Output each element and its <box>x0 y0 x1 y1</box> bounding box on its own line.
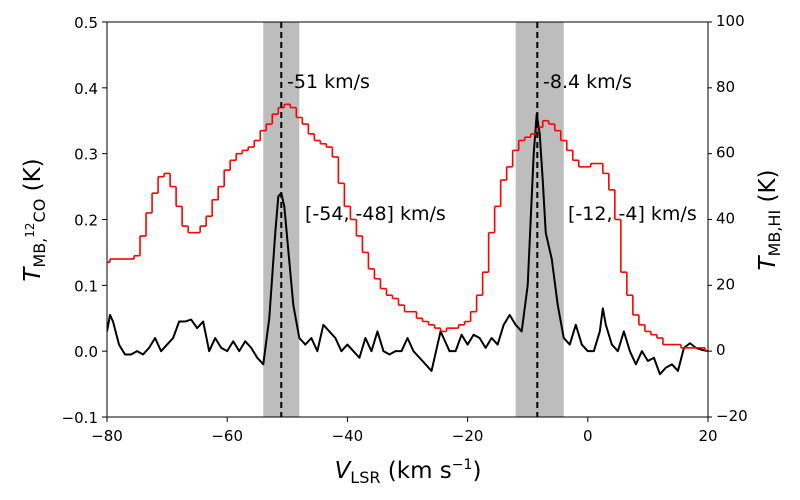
y2-label-part: (K) <box>755 169 781 209</box>
x-label-part: −1 <box>452 457 473 473</box>
y2-tick-label: 80 <box>716 78 735 96</box>
y2-tick-label: 100 <box>716 12 745 30</box>
y-tick-label: 0.5 <box>74 14 98 32</box>
y-tick-label: 0.4 <box>74 80 98 98</box>
y-tick-label: 0.3 <box>74 146 98 164</box>
x-label-part: LSR <box>350 468 380 487</box>
x-tick-label: −20 <box>452 427 484 445</box>
y-label-part: 12 <box>23 222 37 237</box>
x-label-part: V <box>335 458 353 484</box>
y-tick-label: 0.2 <box>74 212 98 230</box>
y-tick-label: −0.1 <box>62 409 98 427</box>
annotation: [-54, -48] km/s <box>305 203 446 225</box>
y2-label-part: T <box>755 255 781 271</box>
y-tick-label: 0.1 <box>74 277 98 295</box>
line <box>107 113 708 376</box>
y2-tick-label: 60 <box>716 144 735 162</box>
annotation: [-12, -4] km/s <box>568 203 697 225</box>
x-tick-label: −40 <box>332 427 364 445</box>
step-risers <box>109 104 706 352</box>
y2-tick-label: 40 <box>716 210 735 228</box>
x-tick-label: −80 <box>91 427 123 445</box>
y-label-part: T <box>20 266 46 282</box>
y2-tick-label: 20 <box>716 275 735 293</box>
x-tick-label: 20 <box>698 427 717 445</box>
y-label-part: CO <box>30 199 49 223</box>
annotation: -8.4 km/s <box>543 71 632 93</box>
x-axis-label: VLSR (km s−1) <box>335 457 482 487</box>
y-label-part: (K) <box>20 158 46 198</box>
y-tick-label: 0.0 <box>74 343 98 361</box>
band <box>515 22 564 417</box>
annotation: -51 km/s <box>287 71 370 93</box>
y2-tick-label: −20 <box>716 407 748 425</box>
y-label-part: MB, <box>30 238 49 268</box>
y2-tick-label: 0 <box>716 341 726 359</box>
y2-label-part: MB,HI <box>765 210 784 257</box>
x-tick-label: 0 <box>583 427 593 445</box>
x-label-part: (km s <box>380 458 451 484</box>
y2-axis-label: TMB,HI (K) <box>755 169 784 270</box>
y-axis-label: TMB,12CO (K) <box>20 158 49 281</box>
x-tick-label: −60 <box>211 427 243 445</box>
x-label-part: ) <box>472 458 481 484</box>
